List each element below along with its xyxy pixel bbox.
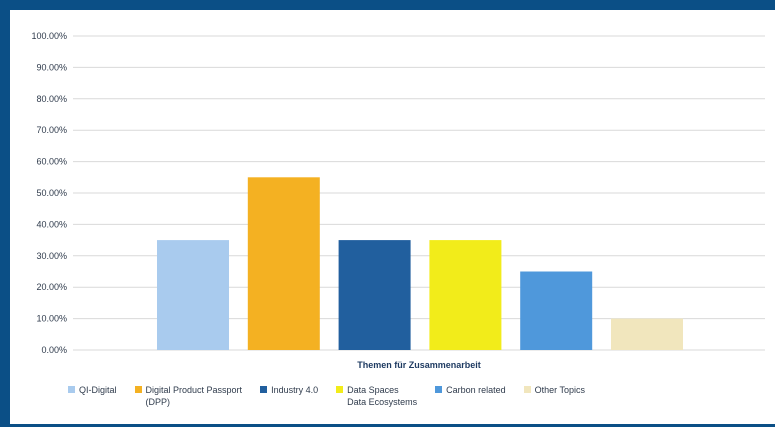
legend-item: Data Spaces Data Ecosystems — [336, 384, 417, 408]
y-tick-label: 30.00% — [36, 251, 67, 261]
legend-label: Industry 4.0 — [271, 385, 319, 395]
bar — [157, 240, 229, 350]
legend-label: Carbon related — [446, 385, 506, 395]
y-tick-label: 90.00% — [36, 62, 67, 72]
legend-swatch — [435, 386, 443, 393]
legend-item: Other Topics — [523, 384, 586, 408]
bar-chart: 0.00% 10.00% 20.00% 30.00% 40.00% 50.00% 60.00… — [31, 31, 765, 370]
legend-swatch — [336, 386, 344, 393]
bar — [429, 240, 502, 350]
bars — [157, 177, 683, 350]
y-tick-label: 10.00% — [36, 314, 67, 324]
legend: QI-Digital Digital Product Passport (DPP)… — [68, 384, 768, 408]
y-tick-label: 60.00% — [36, 157, 67, 167]
bar — [611, 318, 683, 350]
y-tick-label: 80.00% — [36, 94, 67, 104]
y-tick-label: 20.00% — [36, 282, 67, 292]
legend-swatch — [523, 386, 531, 393]
legend-label: Digital Product Passport (DPP) — [145, 385, 243, 407]
bar — [338, 240, 411, 350]
legend-item: Carbon related — [435, 384, 506, 408]
legend-label: Data Spaces Data Ecosystems — [347, 385, 418, 407]
legend-swatch — [68, 386, 75, 393]
legend-swatch — [260, 386, 268, 393]
legend-item: Industry 4.0 — [260, 384, 318, 408]
legend-label: Other Topics — [534, 385, 586, 395]
y-tick-label: 0.00% — [41, 345, 67, 355]
legend-label: QI-Digital — [79, 385, 117, 395]
y-tick-label: 70.00% — [36, 125, 67, 135]
x-axis-title: Themen für Zusammenarbeit — [357, 360, 481, 370]
legend-item: QI-Digital — [68, 384, 117, 408]
bar — [520, 271, 593, 350]
y-tick-label: 50.00% — [36, 188, 67, 198]
y-axis-ticks: 0.00% 10.00% 20.00% 30.00% 40.00% 50.00% 60.00… — [31, 31, 67, 355]
legend-swatch — [134, 386, 142, 393]
y-tick-label: 100.00% — [31, 31, 67, 41]
chart-frame: 0.00% 10.00% 20.00% 30.00% 40.00% 50.00% 60.00… — [10, 10, 775, 424]
legend-item: Digital Product Passport (DPP) — [134, 384, 243, 408]
bar — [247, 177, 320, 350]
y-tick-label: 40.00% — [36, 219, 67, 229]
